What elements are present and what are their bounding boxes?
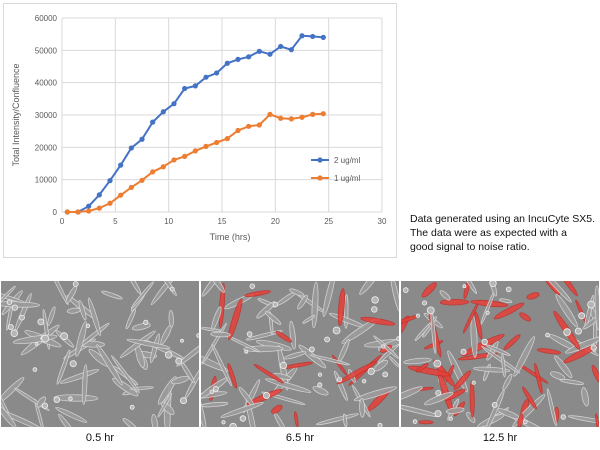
data-point: [256, 122, 262, 128]
data-point: [267, 51, 273, 57]
data-point: [320, 111, 326, 117]
axis-layer: 0 10000 20000 30000 40000 50000 60000 0 5 10 15 20 2…: [35, 14, 387, 226]
data-point: [267, 111, 273, 117]
legend-label: 2 ug/ml: [334, 156, 360, 165]
y-tick-label: 60000: [35, 14, 58, 23]
micrograph-caption-6-5hr: 6.5 hr: [285, 432, 315, 444]
data-point: [192, 148, 198, 154]
data-point: [203, 143, 209, 149]
cell-texture: [201, 281, 399, 427]
x-tick-label: 15: [218, 217, 227, 226]
micrograph-12-5hr: [401, 281, 599, 427]
data-point: [150, 119, 156, 125]
data-point: [224, 60, 230, 66]
micrograph-6-5hr: [201, 281, 399, 427]
data-point: [75, 209, 81, 215]
data-point: [310, 33, 316, 40]
legend-swatch-marker: [317, 175, 323, 181]
data-point: [139, 136, 145, 142]
data-point: [128, 184, 134, 191]
data-point: [128, 145, 134, 151]
data-point: [246, 54, 252, 60]
series-line-0: [67, 34, 324, 213]
data-point: [299, 33, 305, 39]
data-point: [160, 109, 166, 115]
data-point: [118, 162, 124, 168]
data-point: [278, 115, 284, 121]
y-tick-label: 20000: [35, 143, 58, 152]
legend: 2 ug/ml 1 ug/ml: [311, 156, 360, 183]
line-chart: 0 10000 20000 30000 40000 50000 60000 0 5 10 15 20 2…: [11, 14, 387, 242]
x-tick-label: 20: [271, 217, 280, 226]
data-point: [310, 111, 316, 117]
x-tick-label: 10: [164, 217, 173, 226]
data-point: [256, 48, 262, 54]
chart-panel: 0 10000 20000 30000 40000 50000 60000 0 5 10 15 20 2…: [3, 3, 397, 258]
data-point: [160, 164, 166, 170]
data-point: [203, 74, 209, 80]
legend-label: 1 ug/ml: [334, 174, 360, 183]
data-point: [150, 169, 156, 175]
x-axis-title: Time (hrs): [210, 232, 251, 242]
micrograph-caption-0-5hr: 0.5 hr: [85, 432, 115, 444]
x-tick-label: 5: [113, 217, 118, 226]
data-point: [288, 116, 294, 122]
series-line-1: [67, 112, 324, 213]
cell-texture: [401, 281, 599, 427]
data-point: [86, 203, 92, 209]
legend-swatch-marker: [317, 157, 323, 163]
data-point: [235, 127, 241, 134]
y-tick-label: 30000: [35, 111, 58, 120]
data-point: [182, 153, 188, 159]
note-line-2: The data were as expected with a: [410, 227, 568, 239]
data-point: [320, 34, 326, 40]
data-point: [171, 101, 177, 107]
data-point: [299, 114, 305, 120]
x-tick-label: 30: [378, 217, 387, 226]
y-tick-label: 50000: [35, 46, 58, 55]
y-tick-label: 40000: [35, 79, 58, 88]
x-tick-label: 0: [60, 217, 65, 226]
data-point: [107, 200, 113, 206]
data-point: [214, 70, 220, 76]
data-point: [235, 56, 241, 62]
data-point: [139, 177, 145, 183]
note-line-3: good signal to noise ratio.: [410, 241, 530, 253]
data-point: [171, 157, 177, 163]
cell-texture: [1, 281, 199, 427]
data-point: [118, 192, 124, 198]
data-point: [278, 43, 284, 50]
note-line-1: Data generated using an IncuCyte SX5.: [410, 213, 596, 225]
data-point: [96, 192, 102, 198]
micrograph-caption-12-5hr: 12.5 hr: [482, 432, 518, 444]
data-point: [224, 136, 230, 142]
data-point: [64, 209, 70, 215]
data-point: [246, 123, 252, 129]
data-point: [107, 178, 113, 184]
x-tick-label: 25: [324, 217, 333, 226]
data-point: [86, 208, 92, 214]
y-tick-label: 0: [53, 208, 58, 217]
y-tick-label: 10000: [35, 176, 58, 185]
data-point: [182, 85, 188, 92]
micrograph-0-5hr: [1, 281, 199, 427]
data-point: [214, 139, 220, 146]
data-point: [96, 205, 102, 211]
description-note: Data generated using an IncuCyte SX5. Th…: [410, 212, 600, 254]
data-point: [192, 83, 198, 89]
series-layer: [64, 33, 326, 215]
data-point: [288, 47, 294, 53]
y-axis-title: Total Intensity/Confluence: [11, 63, 21, 166]
